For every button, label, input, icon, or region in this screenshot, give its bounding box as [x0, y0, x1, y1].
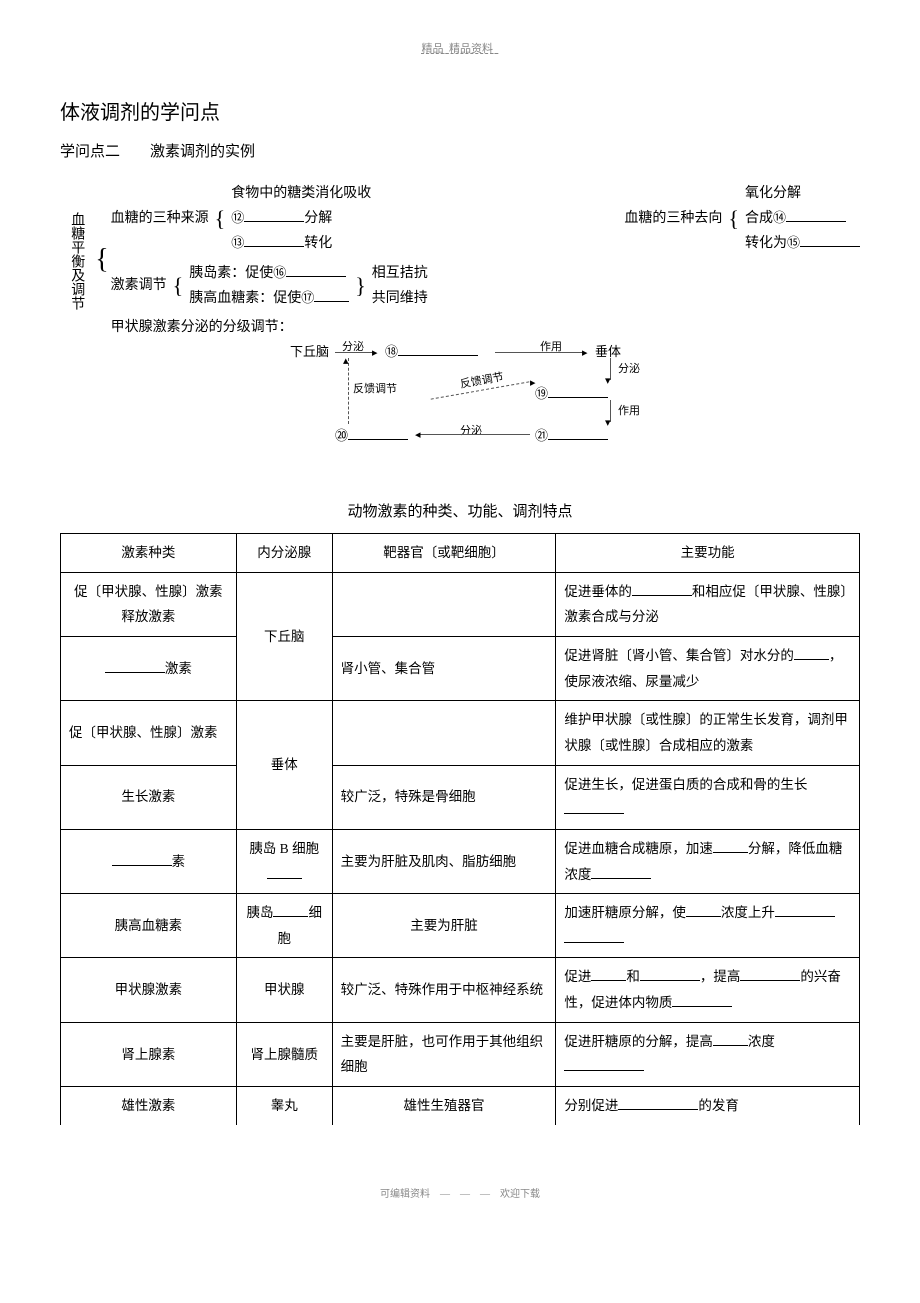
insulin-label: 胰岛素：促使 [189, 266, 273, 281]
table-row: 激素 肾小管、集合管 促进肾脏〔肾小管、集合管〕对水分的，使尿液浓缩、尿量减少 [61, 637, 860, 701]
act-label-2: 作用 [618, 402, 640, 422]
cell-func: 促进和，提高的兴奋性，促进体内物质 [556, 958, 860, 1022]
th-kind: 激素种类 [61, 534, 237, 573]
cell-func: 促进血糖合成糖原，加速分解，降低血糖浓度 [556, 829, 860, 893]
section-subtitle: 学问点二 激素调剂的实例 [60, 140, 860, 161]
feedback-label-2: 反馈调节 [459, 368, 506, 395]
cell-func: 分别促进的发育 [556, 1087, 860, 1125]
source-c-suffix: 转化 [304, 236, 332, 251]
page-title: 体液调剂的学问点 [60, 96, 860, 125]
glucagon-label: 胰高血糖素：促使 [189, 291, 301, 306]
cell-gland: 垂体 [236, 701, 332, 830]
cell-func: 促进生长，促进蛋白质的合成和骨的生长 [556, 765, 860, 829]
cell-kind: 胰高血糖素 [61, 894, 237, 958]
hormone-table: 激素种类 内分泌腺 靶器官〔或靶细胞〕 主要功能 促〔甲状腺、性腺〕激素释放激素… [60, 533, 860, 1125]
hypothalamus-node: 下丘脑 [290, 344, 329, 359]
dest-label: 血糖的三种去向 [624, 206, 722, 231]
circ-17: ⑰ [301, 286, 314, 309]
circ-21: ㉑ [535, 424, 548, 447]
header-watermark: 精品_精品资料_ [60, 40, 860, 56]
concept-diagram: 血糖平衡及调节 { 血糖的三种来源 { 食物中的糖类消化吸收 ⑫分解 ⑬转化 血… [60, 181, 860, 470]
cell-kind: 激素 [61, 637, 237, 701]
cell-func: 维护甲状腺〔或性腺〕的正常生长发育，调剂甲状腺〔或性腺〕合成相应的激素 [556, 701, 860, 765]
cell-kind: 甲状腺激素 [61, 958, 237, 1022]
dest-a: 氧化分解 [745, 181, 860, 206]
cell-func: 促进垂体的和相应促〔甲状腺、性腺〕激素合成与分泌 [556, 572, 860, 636]
dest-b-prefix: 合成 [745, 211, 773, 226]
hormone-label: 激素调节 [111, 273, 167, 298]
thyroid-flowchart: 下丘脑 分泌 ▸ ⑱ 作用 ▸ 垂体 ▾ 分泌 ⑲ ▾ 作用 ㉑ 分泌 ◂ ⑳ … [90, 340, 860, 470]
secrete-label-3: 分泌 [460, 422, 482, 442]
act-label-1: 作用 [540, 338, 562, 358]
cell-target [332, 572, 556, 636]
circ-14: ⑭ [773, 206, 786, 229]
table-header-row: 激素种类 内分泌腺 靶器官〔或靶细胞〕 主要功能 [61, 534, 860, 573]
sources-label: 血糖的三种来源 [111, 206, 209, 231]
table-row: 胰高血糖素 胰岛细胞 主要为肝脏 加速肝糖原分解，使浓度上升 [61, 894, 860, 958]
source-a: 食物中的糖类消化吸收 [231, 181, 371, 206]
root-label: 血糖平衡及调节 [60, 181, 93, 340]
table-row: 甲状腺激素 甲状腺 较广泛、特殊作用于中枢神经系统 促进和，提高的兴奋性，促进体… [61, 958, 860, 1022]
th-gland: 内分泌腺 [236, 534, 332, 573]
table-row: 素 胰岛 B 细胞 主要为肝脏及肌肉、脂肪细胞 促进血糖合成糖原，加速分解，降低… [61, 829, 860, 893]
th-target: 靶器官〔或靶细胞〕 [332, 534, 556, 573]
circ-16: ⑯ [273, 261, 286, 284]
circ-12: ⑫ [231, 206, 244, 229]
circ-19: ⑲ [535, 382, 548, 405]
cell-target: 主要是肝脏，也可作用于其他组织细胞 [332, 1022, 556, 1086]
cell-kind: 生长激素 [61, 765, 237, 829]
cell-gland: 睾丸 [236, 1087, 332, 1125]
table-row: 促〔甲状腺、性腺〕激素 垂体 维护甲状腺〔或性腺〕的正常生长发育，调剂甲状腺〔或… [61, 701, 860, 765]
cell-target [332, 701, 556, 765]
cell-func: 促进肝糖原的分解，提高浓度 [556, 1022, 860, 1086]
th-func: 主要功能 [556, 534, 860, 573]
source-b-suffix: 分解 [304, 211, 332, 226]
secrete-label-2: 分泌 [618, 360, 640, 380]
cell-func: 促进肾脏〔肾小管、集合管〕对水分的，使尿液浓缩、尿量减少 [556, 637, 860, 701]
thyroid-title: 甲状腺激素分泌的分级调节： [111, 315, 293, 340]
cell-gland: 胰岛细胞 [236, 894, 332, 958]
cell-kind: 肾上腺素 [61, 1022, 237, 1086]
table-row: 促〔甲状腺、性腺〕激素释放激素 下丘脑 促进垂体的和相应促〔甲状腺、性腺〕激素合… [61, 572, 860, 636]
cell-kind: 雄性激素 [61, 1087, 237, 1125]
cell-gland: 胰岛 B 细胞 [236, 829, 332, 893]
cell-func: 加速肝糖原分解，使浓度上升 [556, 894, 860, 958]
cell-target: 主要为肝脏及肌肉、脂肪细胞 [332, 829, 556, 893]
circ-15: ⑮ [787, 231, 800, 254]
antagonism-b: 共同维持 [372, 286, 428, 311]
circ-20: ⑳ [335, 424, 348, 447]
cell-gland: 甲状腺 [236, 958, 332, 1022]
table-caption: 动物激素的种类、功能、调剂特点 [60, 500, 860, 521]
cell-target: 雄性生殖器官 [332, 1087, 556, 1125]
feedback-label-1: 反馈调节 [353, 380, 397, 400]
cell-target: 肾小管、集合管 [332, 637, 556, 701]
circ-13: ⑬ [231, 231, 244, 254]
cell-target: 主要为肝脏 [332, 894, 556, 958]
cell-target: 较广泛，特殊是骨细胞 [332, 765, 556, 829]
cell-target: 较广泛、特殊作用于中枢神经系统 [332, 958, 556, 1022]
circ-18: ⑱ [385, 340, 398, 363]
dest-c-prefix: 转化为 [745, 236, 787, 251]
cell-gland: 肾上腺髓质 [236, 1022, 332, 1086]
cell-kind: 促〔甲状腺、性腺〕激素释放激素 [61, 572, 237, 636]
cell-gland: 下丘脑 [236, 572, 332, 701]
table-row: 生长激素 较广泛，特殊是骨细胞 促进生长，促进蛋白质的合成和骨的生长 [61, 765, 860, 829]
table-row: 雄性激素 睾丸 雄性生殖器官 分别促进的发育 [61, 1087, 860, 1125]
antagonism-a: 相互拮抗 [372, 261, 428, 286]
cell-kind: 素 [61, 829, 237, 893]
table-row: 肾上腺素 肾上腺髓质 主要是肝脏，也可作用于其他组织细胞 促进肝糖原的分解，提高… [61, 1022, 860, 1086]
cell-kind: 促〔甲状腺、性腺〕激素 [61, 701, 237, 765]
footer-watermark: 可编辑资料 — — — 欢迎下载 [60, 1185, 860, 1200]
